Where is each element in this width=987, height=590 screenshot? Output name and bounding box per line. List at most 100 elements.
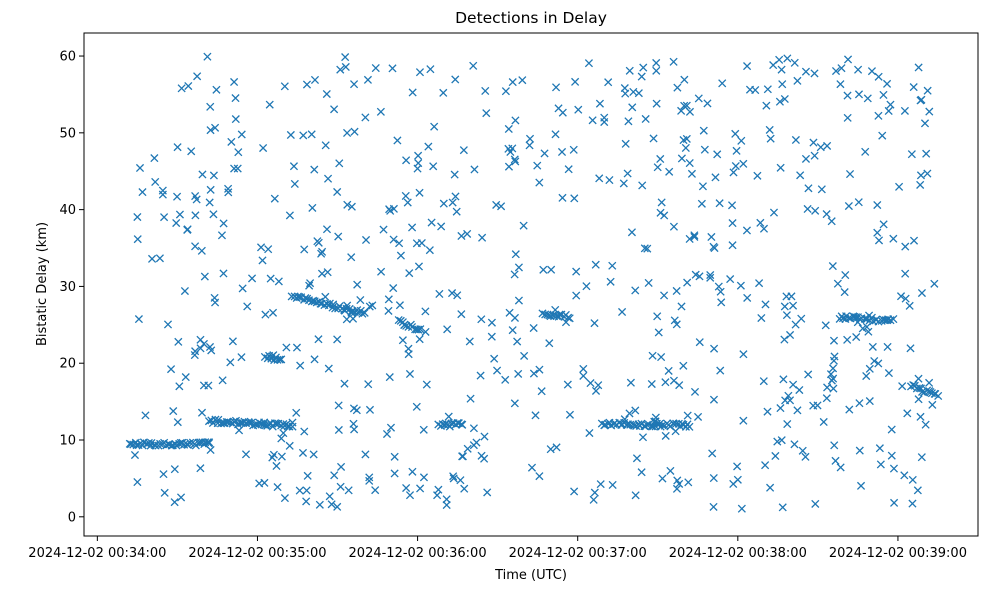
- detection-point: [582, 282, 591, 291]
- detection-point: [928, 400, 937, 409]
- detection-point: [801, 154, 811, 163]
- detection-point: [547, 265, 556, 274]
- detection-point: [728, 219, 737, 228]
- detection-point: [353, 280, 362, 289]
- detection-point: [652, 99, 661, 108]
- detection-point: [879, 220, 888, 229]
- detection-point: [657, 198, 666, 207]
- detection-point: [241, 450, 251, 459]
- detection-point: [452, 207, 461, 216]
- x-tick-label: 2024-12-02 00:38:00: [669, 546, 807, 561]
- detection-point: [776, 404, 785, 413]
- detection-point: [795, 385, 804, 395]
- detection-point: [589, 495, 598, 504]
- detection-point: [563, 380, 572, 389]
- detection-point: [865, 364, 874, 373]
- detection-point: [900, 106, 909, 115]
- detection-point: [191, 211, 200, 220]
- detection-point: [671, 427, 680, 436]
- detection-point: [632, 454, 642, 463]
- detection-point: [531, 411, 540, 420]
- detection-point: [514, 369, 523, 378]
- track-point: [277, 355, 286, 364]
- detection-point: [419, 425, 428, 434]
- detection-point: [804, 184, 813, 193]
- detection-point: [787, 292, 796, 301]
- detection-point: [389, 204, 398, 213]
- detection-point: [318, 247, 327, 256]
- detection-point: [228, 337, 237, 346]
- detection-point: [395, 239, 404, 248]
- detection-point: [206, 185, 215, 194]
- detection-point: [743, 62, 752, 71]
- detection-point: [700, 145, 709, 154]
- detection-point: [895, 182, 904, 191]
- detection-point: [421, 307, 430, 316]
- detection-point: [205, 342, 215, 352]
- detection-point: [715, 199, 724, 208]
- detection-point: [717, 298, 726, 307]
- detection-point: [173, 143, 182, 152]
- detection-point: [585, 428, 594, 438]
- detection-point: [173, 192, 182, 201]
- detection-point: [896, 292, 906, 301]
- detection-point: [414, 262, 424, 271]
- detection-point: [907, 150, 916, 159]
- detection-point: [845, 405, 854, 414]
- detection-point: [511, 116, 520, 125]
- detection-point: [591, 260, 600, 269]
- detection-point: [708, 449, 717, 458]
- detection-point: [343, 200, 352, 209]
- detection-point: [416, 484, 425, 493]
- detection-point: [572, 267, 581, 276]
- detection-point: [533, 161, 542, 170]
- detection-point: [205, 198, 214, 207]
- detection-point: [469, 61, 478, 70]
- detection-point: [751, 85, 760, 95]
- detection-point: [466, 394, 475, 403]
- detection-point: [862, 322, 871, 331]
- track-point: [412, 325, 421, 334]
- detection-point: [442, 495, 451, 504]
- detection-point: [706, 270, 715, 280]
- detection-point: [853, 318, 862, 327]
- detection-point: [439, 199, 448, 208]
- detection-point: [259, 143, 268, 153]
- detection-point: [175, 382, 184, 391]
- detection-point: [299, 131, 308, 140]
- y-tick-label: 30: [59, 280, 76, 295]
- detection-point: [459, 146, 468, 155]
- detection-point: [227, 137, 236, 146]
- detection-point: [277, 452, 286, 461]
- detection-point: [545, 339, 554, 348]
- detection-point: [395, 301, 404, 310]
- detection-point: [778, 503, 787, 512]
- detection-point: [920, 119, 930, 128]
- detection-point: [608, 480, 617, 490]
- detection-point: [627, 228, 636, 237]
- detection-point: [625, 409, 634, 418]
- x-tick-label: 2024-12-02 00:34:00: [28, 546, 166, 561]
- detection-point: [365, 473, 374, 482]
- detection-point: [855, 446, 864, 455]
- detection-point: [828, 364, 838, 373]
- detection-point: [460, 484, 469, 493]
- detection-point: [289, 162, 299, 171]
- detection-point: [763, 85, 772, 94]
- detection-point: [514, 263, 523, 272]
- track-point: [642, 420, 652, 429]
- detection-point: [584, 59, 593, 68]
- detection-point: [590, 319, 599, 328]
- detection-point: [405, 491, 415, 500]
- detection-point: [196, 344, 205, 353]
- detection-point: [170, 465, 179, 474]
- detection-point: [463, 444, 472, 453]
- detection-point: [476, 371, 485, 380]
- detection-point: [786, 330, 795, 340]
- detection-point: [203, 52, 212, 61]
- detection-point: [669, 57, 678, 66]
- detection-point: [766, 134, 775, 143]
- detection-point: [822, 210, 831, 219]
- detection-point: [193, 72, 202, 81]
- detection-point: [340, 379, 349, 388]
